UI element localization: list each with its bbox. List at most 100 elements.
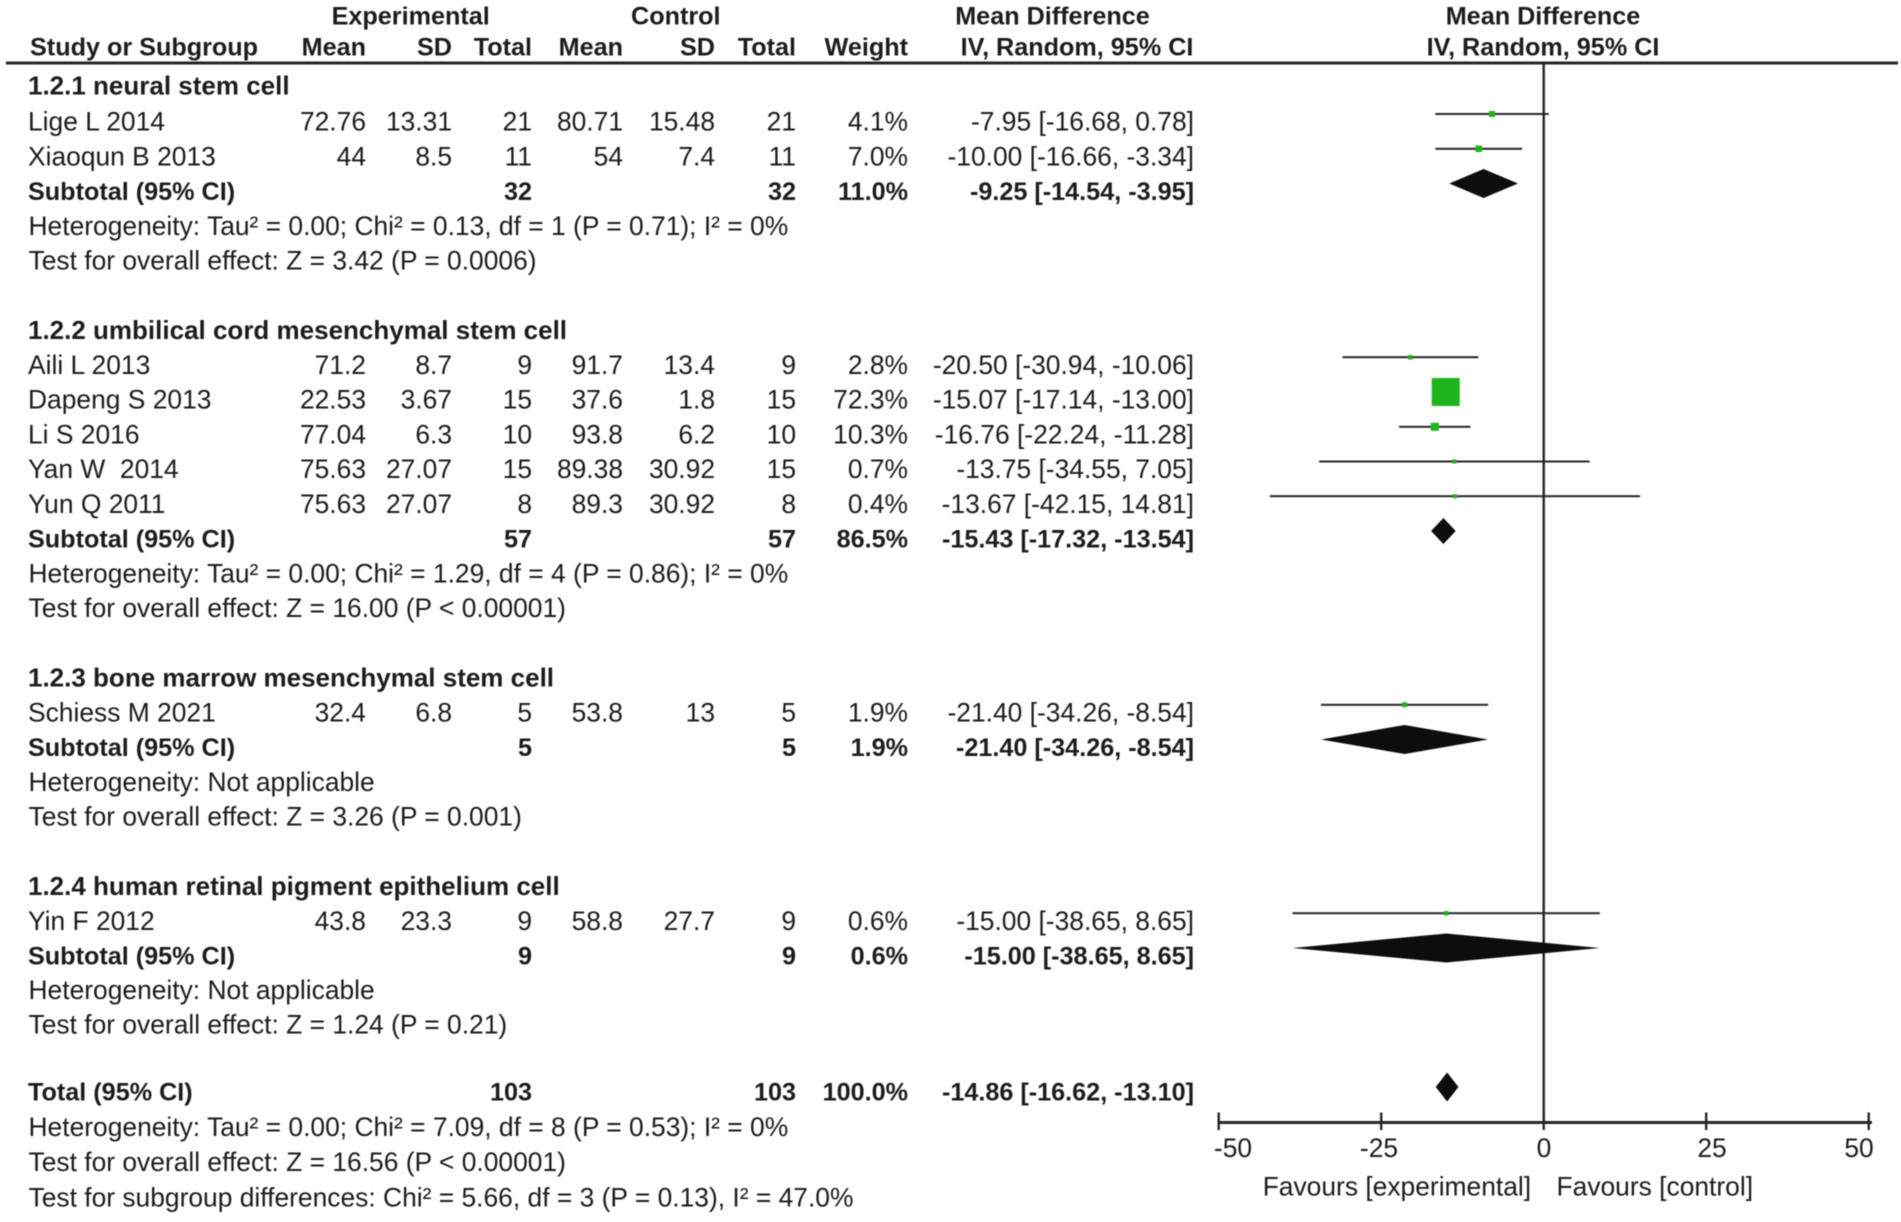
svg-text:5: 5 <box>518 734 532 762</box>
svg-text:Test for overall effect: Z = 1: Test for overall effect: Z = 16.00 (P < … <box>29 593 566 623</box>
svg-text:5: 5 <box>517 697 532 727</box>
svg-text:Heterogeneity: Tau² = 0.00; Ch: Heterogeneity: Tau² = 0.00; Chi² = 1.29,… <box>29 558 789 588</box>
svg-text:Total: Total <box>738 34 796 62</box>
svg-text:Li S 2016: Li S 2016 <box>28 419 140 449</box>
svg-text:-50: -50 <box>1214 1133 1252 1163</box>
svg-text:7.0%: 7.0% <box>848 141 908 171</box>
svg-text:10.3%: 10.3% <box>833 419 908 449</box>
svg-text:-14.86 [-16.62, -13.10]: -14.86 [-16.62, -13.10] <box>942 1079 1194 1107</box>
svg-text:9: 9 <box>782 943 796 971</box>
svg-text:103: 103 <box>754 1079 796 1107</box>
svg-text:-25: -25 <box>1360 1133 1398 1163</box>
svg-text:0.7%: 0.7% <box>848 454 908 484</box>
svg-text:Test for overall effect: Z = 1: Test for overall effect: Z = 1.24 (P = 0… <box>29 1010 508 1040</box>
svg-text:1.2.2 umbilical cord mesenchym: 1.2.2 umbilical cord mesenchymal stem ce… <box>28 315 567 345</box>
svg-text:10: 10 <box>503 419 532 449</box>
svg-text:Yun Q 2011: Yun Q 2011 <box>28 489 165 519</box>
svg-text:-15.43 [-17.32, -13.54]: -15.43 [-17.32, -13.54] <box>942 526 1194 554</box>
svg-text:10: 10 <box>767 419 796 449</box>
svg-text:7.4: 7.4 <box>678 141 715 171</box>
svg-text:Subtotal (95% CI): Subtotal (95% CI) <box>28 178 235 206</box>
svg-text:Test for overall effect: Z = 3: Test for overall effect: Z = 3.42 (P = 0… <box>29 246 537 276</box>
svg-text:1.8: 1.8 <box>678 385 715 415</box>
svg-text:-21.40 [-34.26, -8.54]: -21.40 [-34.26, -8.54] <box>956 734 1194 762</box>
svg-text:11.0%: 11.0% <box>838 178 908 206</box>
svg-text:53.8: 53.8 <box>572 697 623 727</box>
svg-text:57: 57 <box>504 526 532 554</box>
svg-text:23.3: 23.3 <box>401 906 452 936</box>
svg-text:IV, Random, 95% CI: IV, Random, 95% CI <box>961 34 1194 62</box>
svg-text:Subtotal (95% CI): Subtotal (95% CI) <box>28 943 235 971</box>
svg-text:13.4: 13.4 <box>664 350 715 380</box>
svg-text:50: 50 <box>1844 1133 1873 1163</box>
svg-text:75.63: 75.63 <box>300 489 366 519</box>
svg-text:8.5: 8.5 <box>415 141 452 171</box>
svg-text:0.6%: 0.6% <box>851 943 908 971</box>
svg-text:-15.00 [-38.65, 8.65]: -15.00 [-38.65, 8.65] <box>964 943 1194 971</box>
svg-text:58.8: 58.8 <box>572 906 623 936</box>
svg-text:80.71: 80.71 <box>557 107 623 137</box>
svg-text:32: 32 <box>768 178 796 206</box>
svg-text:Test for subgroup differences:: Test for subgroup differences: Chi² = 5.… <box>29 1183 854 1213</box>
svg-text:9: 9 <box>781 906 796 936</box>
svg-text:77.04: 77.04 <box>300 419 366 449</box>
svg-text:11: 11 <box>505 141 532 171</box>
svg-text:Total: Total <box>474 34 532 62</box>
svg-text:Subtotal (95% CI): Subtotal (95% CI) <box>28 526 235 554</box>
svg-text:-10.00 [-16.66, -3.34]: -10.00 [-16.66, -3.34] <box>948 141 1194 171</box>
svg-text:11: 11 <box>769 141 796 171</box>
svg-text:Study or Subgroup: Study or Subgroup <box>30 34 258 62</box>
svg-text:32: 32 <box>504 178 532 206</box>
svg-text:5: 5 <box>782 734 796 762</box>
svg-text:21: 21 <box>503 107 532 137</box>
svg-text:3.67: 3.67 <box>401 385 452 415</box>
svg-text:Mean: Mean <box>302 34 366 62</box>
svg-text:Test for overall effect: Z = 1: Test for overall effect: Z = 16.56 (P < … <box>29 1147 566 1177</box>
svg-text:Xiaoqun B 2013: Xiaoqun B 2013 <box>28 141 216 171</box>
svg-text:-16.76 [-22.24, -11.28]: -16.76 [-22.24, -11.28] <box>935 419 1194 449</box>
svg-text:21: 21 <box>767 107 796 137</box>
svg-text:13: 13 <box>686 697 715 727</box>
svg-text:5: 5 <box>781 697 796 727</box>
svg-text:Favours [control]: Favours [control] <box>1557 1171 1754 1201</box>
svg-text:57: 57 <box>768 526 796 554</box>
svg-text:Lige L 2014: Lige L 2014 <box>28 107 165 137</box>
svg-text:43.8: 43.8 <box>315 906 366 936</box>
svg-text:72.3%: 72.3% <box>833 385 908 415</box>
svg-text:72.76: 72.76 <box>300 107 366 137</box>
svg-text:Dapeng S 2013: Dapeng S 2013 <box>28 385 211 415</box>
svg-text:93.8: 93.8 <box>572 419 623 449</box>
svg-text:1.9%: 1.9% <box>848 697 908 727</box>
svg-text:0: 0 <box>1537 1133 1552 1163</box>
svg-text:1.2.3 bone marrow mesenchymal: 1.2.3 bone marrow mesenchymal stem cell <box>28 663 554 693</box>
svg-text:Total (95% CI): Total (95% CI) <box>28 1079 193 1107</box>
svg-text:-15.00 [-38.65, 8.65]: -15.00 [-38.65, 8.65] <box>956 906 1194 936</box>
svg-text:Heterogeneity: Tau² = 0.00; Ch: Heterogeneity: Tau² = 0.00; Chi² = 7.09,… <box>29 1112 789 1142</box>
svg-text:Experimental: Experimental <box>332 3 490 31</box>
svg-text:IV, Random, 95% CI: IV, Random, 95% CI <box>1427 34 1660 62</box>
svg-text:9: 9 <box>781 350 796 380</box>
svg-text:Favours [experimental]: Favours [experimental] <box>1263 1171 1531 1201</box>
svg-text:6.3: 6.3 <box>415 419 452 449</box>
svg-text:15: 15 <box>767 454 796 484</box>
svg-text:-13.75 [-34.55, 7.05]: -13.75 [-34.55, 7.05] <box>956 454 1194 484</box>
svg-text:-15.07 [-17.14, -13.00]: -15.07 [-17.14, -13.00] <box>933 385 1194 415</box>
svg-text:Heterogeneity: Not applicable: Heterogeneity: Not applicable <box>29 767 375 797</box>
svg-text:SD: SD <box>680 34 715 62</box>
svg-text:Schiess M 2021: Schiess M 2021 <box>28 697 216 727</box>
svg-text:89.38: 89.38 <box>557 454 623 484</box>
svg-text:89.3: 89.3 <box>572 489 623 519</box>
svg-text:103: 103 <box>490 1079 532 1107</box>
svg-text:Heterogeneity: Not applicable: Heterogeneity: Not applicable <box>29 975 375 1005</box>
svg-text:Mean Difference: Mean Difference <box>955 3 1150 31</box>
svg-text:-7.95 [-16.68, 0.78]: -7.95 [-16.68, 0.78] <box>971 107 1194 137</box>
svg-text:30.92: 30.92 <box>649 454 715 484</box>
svg-text:91.7: 91.7 <box>572 350 623 380</box>
svg-text:Weight: Weight <box>825 34 909 62</box>
svg-text:27.07: 27.07 <box>386 489 452 519</box>
svg-text:Control: Control <box>631 3 721 31</box>
svg-text:Yin F 2012: Yin F 2012 <box>28 906 155 936</box>
svg-text:-20.50 [-30.94, -10.06]: -20.50 [-30.94, -10.06] <box>933 350 1194 380</box>
svg-text:75.63: 75.63 <box>300 454 366 484</box>
svg-text:15: 15 <box>767 385 796 415</box>
